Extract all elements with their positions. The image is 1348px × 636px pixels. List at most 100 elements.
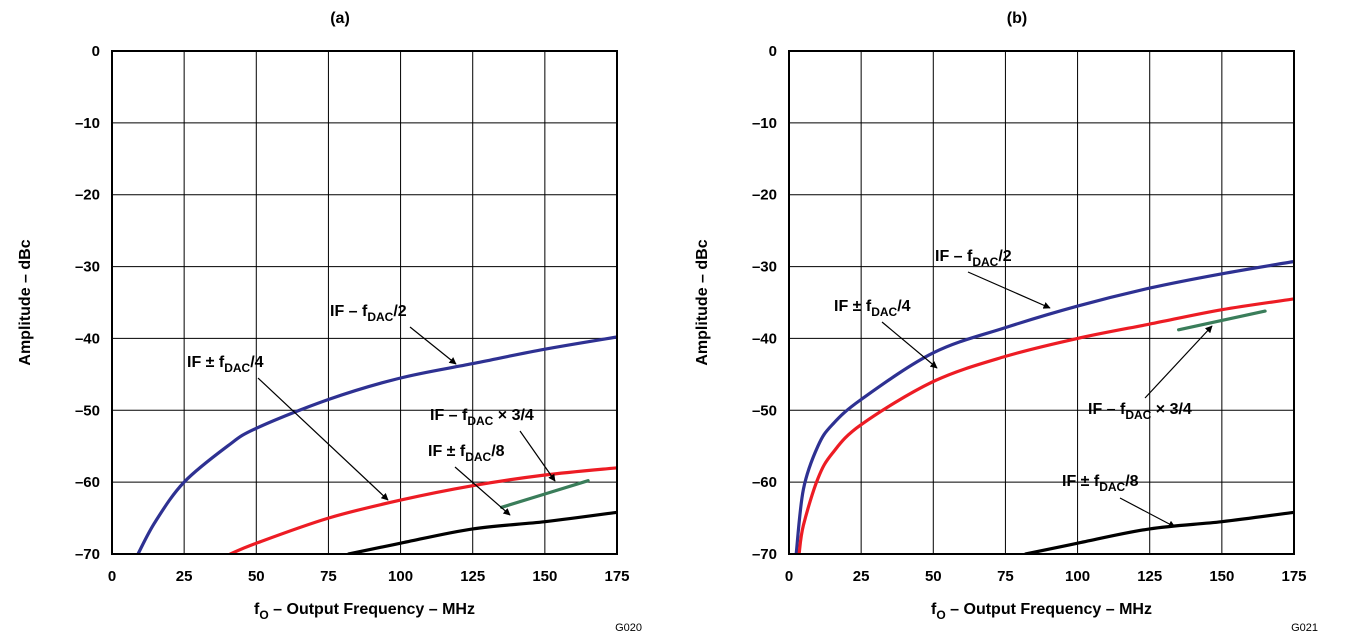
y-tick-label: –30 <box>75 259 100 276</box>
series-annotation: IF – fDAC × 3/4 <box>1088 401 1192 422</box>
series-annotation: IF ± fDAC/4 <box>834 298 911 319</box>
x-tick-label: 175 <box>604 568 629 585</box>
y-axis-label: Amplitude – dBc <box>17 239 34 365</box>
series-line-3 <box>1177 309 1267 332</box>
annotation-part: IF ± f <box>1062 473 1100 490</box>
figure-code: G021 <box>1291 622 1318 634</box>
x-tick-label: 75 <box>320 568 337 585</box>
x-axis-label-subscript: O <box>259 608 268 622</box>
annotation-part: /2 <box>998 248 1011 265</box>
y-tick-label: –60 <box>75 474 100 491</box>
y-tick-label: –50 <box>75 402 100 419</box>
y-tick-label: –70 <box>75 546 100 563</box>
series-line-1 <box>797 297 1294 554</box>
plot-frame <box>111 50 618 555</box>
annotation-part: /4 <box>897 298 910 315</box>
x-tick-label: 150 <box>532 568 557 585</box>
x-tick-label: 0 <box>785 568 793 585</box>
annotation-arrow <box>1119 497 1176 528</box>
x-tick-label: 100 <box>1065 568 1090 585</box>
annotation-part: /4 <box>250 354 263 371</box>
annotation-part: IF – f <box>430 407 468 424</box>
annotation-part: × <box>1151 401 1169 418</box>
annotation-subscript: DAC <box>871 305 897 319</box>
y-axis-label: Amplitude – dBc <box>694 239 711 365</box>
x-tick-label: 50 <box>248 568 265 585</box>
annotation-part: IF – f <box>1088 401 1126 418</box>
y-tick-label: –40 <box>75 330 100 347</box>
annotation-subscript: DAC <box>972 255 998 269</box>
annotation-subscript: DAC <box>467 414 493 428</box>
series-annotation: IF ± fDAC/4 <box>187 354 264 375</box>
x-axis-label: fO – Output Frequency – MHz <box>931 601 1152 622</box>
x-tick-label: 100 <box>388 568 413 585</box>
y-tick-label: –30 <box>752 259 777 276</box>
y-tick-label: –50 <box>752 402 777 419</box>
y-tick-label: –20 <box>752 187 777 204</box>
annotation-part: IF ± f <box>428 443 466 460</box>
annotation-arrow <box>1144 325 1213 399</box>
series-line-3 <box>500 479 590 509</box>
annotation-part: IF – f <box>330 303 368 320</box>
annotation-subscript: DAC <box>465 450 491 464</box>
x-tick-label: 0 <box>108 568 116 585</box>
x-axis-label-subscript: O <box>936 608 945 622</box>
y-tick-label: 0 <box>92 43 100 60</box>
annotation-subscript: DAC <box>224 361 250 375</box>
x-tick-label: 125 <box>460 568 485 585</box>
x-axis-label-rest: – Output Frequency – MHz <box>269 601 475 618</box>
x-tick-label: 50 <box>925 568 942 585</box>
y-tick-label: –20 <box>75 187 100 204</box>
annotation-subscript: DAC <box>1099 480 1125 494</box>
x-tick-label: 25 <box>853 568 870 585</box>
annotation-part: /8 <box>1125 473 1138 490</box>
x-tick-label: 25 <box>176 568 193 585</box>
chart-title: (a) <box>330 10 350 27</box>
series-line-2 <box>347 510 617 554</box>
y-tick-label: –40 <box>752 330 777 347</box>
annotation-part: IF – f <box>935 248 973 265</box>
x-axis-label-prefix: f <box>254 601 260 618</box>
annotation-arrow <box>881 321 938 369</box>
series-line-0 <box>794 259 1294 554</box>
annotation-subscript: DAC <box>1125 408 1151 422</box>
annotation-part: 3/4 <box>512 407 534 424</box>
annotation-part: IF ± f <box>834 298 872 315</box>
series-annotation: IF – fDAC/2 <box>935 248 1012 269</box>
x-tick-label: 75 <box>997 568 1014 585</box>
chart-title: (b) <box>1007 10 1027 27</box>
series-line-0 <box>136 335 617 554</box>
annotation-part: IF ± f <box>187 354 225 371</box>
series-annotation: IF ± fDAC/8 <box>1062 473 1139 494</box>
series-annotation: IF – fDAC × 3/4 <box>430 407 534 428</box>
annotation-arrow <box>967 271 1051 309</box>
series-line-2 <box>1023 510 1294 554</box>
y-tick-label: –10 <box>75 115 100 132</box>
y-tick-label: –60 <box>752 474 777 491</box>
annotation-part: /2 <box>393 303 406 320</box>
figure-code: G020 <box>615 622 642 634</box>
series-line-1 <box>228 466 617 554</box>
x-axis-label-rest: – Output Frequency – MHz <box>946 601 1152 618</box>
annotation-part: 3/4 <box>1170 401 1192 418</box>
y-tick-label: –70 <box>752 546 777 563</box>
series-annotation: IF – fDAC/2 <box>330 303 407 324</box>
y-tick-label: –10 <box>752 115 777 132</box>
plot-frame <box>788 50 1295 555</box>
annotation-arrow <box>454 466 511 516</box>
annotation-part: × <box>493 407 511 424</box>
annotation-part: /8 <box>491 443 504 460</box>
chart-panel-b: (b) 0 25 50 75 100 125 150 175 0 –10 –20 –30 –40 –50 –6… <box>694 10 1318 634</box>
x-tick-label: 175 <box>1281 568 1306 585</box>
x-tick-label: 125 <box>1137 568 1162 585</box>
annotation-subscript: DAC <box>367 310 393 324</box>
y-tick-label: 0 <box>769 43 777 60</box>
x-axis-label-prefix: f <box>931 601 937 618</box>
annotation-arrow <box>257 377 389 501</box>
annotation-arrow <box>519 430 556 482</box>
chart-panel-a: (a) 0 25 50 75 100 125 150 175 0 –10 –20 –30 –40 –50 –6… <box>17 10 642 634</box>
x-tick-label: 150 <box>1209 568 1234 585</box>
series-annotation: IF ± fDAC/8 <box>428 443 505 464</box>
annotation-arrow <box>409 326 457 365</box>
